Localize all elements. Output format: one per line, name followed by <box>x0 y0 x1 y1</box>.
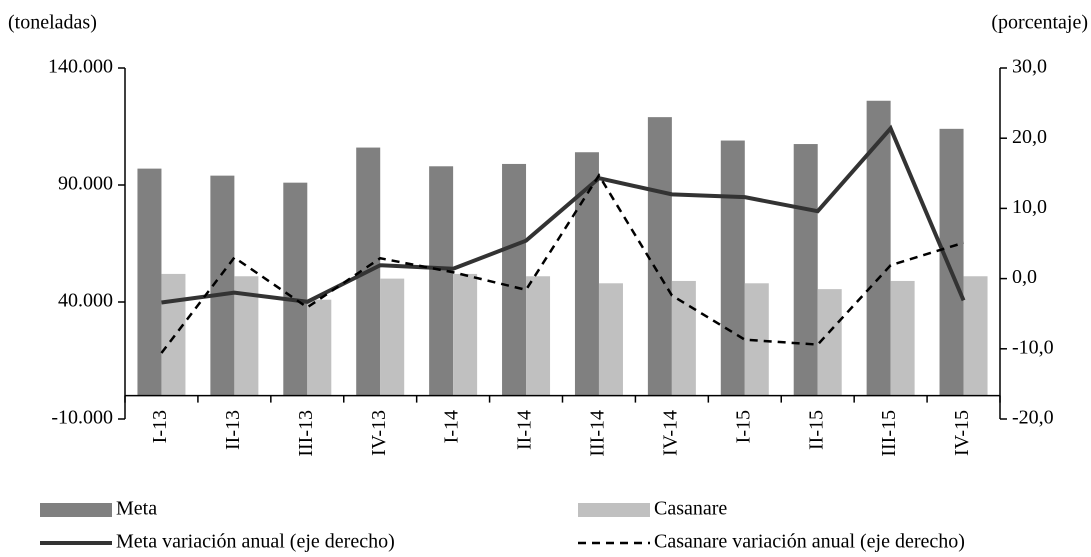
y-tick-label: 40.000 <box>58 290 113 312</box>
y2-axis-label: (porcentaje) <box>991 12 1088 34</box>
y-tick-label: -10.000 <box>51 407 113 429</box>
x-tick-label: II-15 <box>805 410 827 450</box>
x-tick-label: IV-13 <box>368 410 390 456</box>
y-tick-label: 90.000 <box>58 173 113 195</box>
x-tick-label: IV-15 <box>951 410 973 456</box>
y2-tick-label: -20,0 <box>1012 407 1054 429</box>
bar <box>817 289 842 396</box>
bar <box>890 280 915 396</box>
bar <box>526 276 551 396</box>
bar <box>380 278 405 396</box>
bar <box>671 280 696 396</box>
x-tick-label: I-14 <box>441 410 463 443</box>
x-tick-label: II-14 <box>514 410 536 450</box>
bar <box>502 163 527 396</box>
bar <box>793 144 818 396</box>
x-tick-label: III-14 <box>587 410 609 457</box>
legend-label: Casanare variación anual (eje derecho) <box>654 531 965 553</box>
y2-tick-label: 30,0 <box>1012 56 1047 78</box>
legend-label: Meta variación anual (eje derecho) <box>116 531 395 553</box>
bar <box>963 276 988 396</box>
bar <box>647 117 672 396</box>
x-tick-label: III-15 <box>878 410 900 457</box>
bar <box>720 140 745 396</box>
legend-label: Casanare <box>654 498 727 520</box>
legend-label: Meta <box>116 498 157 520</box>
y2-tick-label: 0,0 <box>1012 266 1037 288</box>
bar <box>283 182 308 396</box>
y-tick-label: 140.000 <box>48 56 113 78</box>
x-tick-label: III-13 <box>295 410 317 457</box>
legend-swatch <box>578 503 650 517</box>
line <box>161 124 966 305</box>
x-tick-label: I-13 <box>149 410 171 443</box>
x-tick-label: IV-14 <box>659 410 681 456</box>
bar <box>598 283 623 396</box>
bar <box>161 273 186 396</box>
y2-tick-label: 10,0 <box>1012 196 1047 218</box>
bar <box>137 168 162 396</box>
bar <box>429 166 454 396</box>
line <box>160 173 964 354</box>
y2-tick-label: -10,0 <box>1012 336 1054 358</box>
y-axis-label: (toneladas) <box>8 12 97 34</box>
bar <box>939 128 964 396</box>
x-tick-label: I-15 <box>732 410 754 443</box>
y2-tick-label: 20,0 <box>1012 126 1047 148</box>
bar <box>453 273 478 396</box>
bar <box>307 299 332 396</box>
legend-swatch <box>40 503 112 517</box>
x-tick-label: II-13 <box>222 410 244 450</box>
